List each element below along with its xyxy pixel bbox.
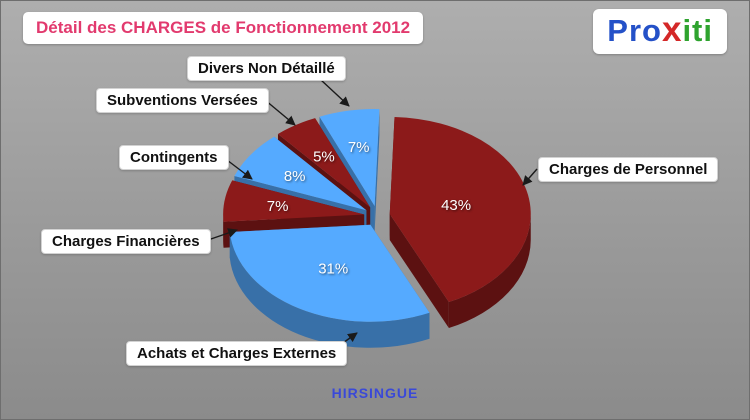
- pie-slice-top: [229, 224, 430, 322]
- proxiti-logo: Proxiti: [593, 9, 727, 54]
- pie-slice-radial-wall: [374, 109, 380, 233]
- percent-label: 43%: [441, 197, 471, 214]
- callout-charges-de-personnel: Charges de Personnel: [538, 157, 719, 182]
- pie-slice-top: [389, 117, 531, 303]
- commune-name: HIRSINGUE: [331, 385, 419, 401]
- callout-arrow: [320, 79, 350, 107]
- percent-label: 5%: [313, 149, 335, 166]
- percent-label: 7%: [267, 198, 289, 215]
- pie-slice-top: [319, 109, 380, 207]
- callout-contingents: Contingents: [119, 145, 229, 170]
- pie-slice-tops: [223, 109, 531, 322]
- logo-text-x: x: [661, 10, 683, 49]
- callout-arrow: [522, 168, 538, 186]
- callout-subventions-versees: Subventions Versées: [96, 88, 269, 113]
- percent-label: 8%: [284, 168, 306, 185]
- callout-arrow: [264, 99, 296, 126]
- callout-divers-non-detaille: Divers Non Détaillé: [187, 56, 346, 81]
- callout-arrow: [207, 228, 238, 241]
- pie-slice-top: [277, 118, 371, 208]
- pie-slice-radial-wall: [389, 213, 449, 329]
- pie-slice-rim-wall: [229, 231, 430, 348]
- chart-title: Détail des CHARGES de Fonctionnement 201…: [23, 12, 424, 44]
- pie-slice-top: [223, 180, 365, 222]
- percent-label: 7%: [348, 139, 370, 156]
- logo-text-pro: Pro: [607, 13, 662, 48]
- pie-percent-labels: 7% 43% 31% 7% 8% 5%: [267, 139, 471, 277]
- logo-text-iti: iti: [682, 13, 713, 48]
- percent-label: 31%: [318, 260, 348, 277]
- callout-charges-financieres: Charges Financières: [41, 229, 211, 254]
- pie-slice-top: [234, 136, 367, 211]
- callout-arrows: [207, 79, 538, 351]
- pie-slice-rim-wall: [448, 213, 531, 329]
- callout-achats-et-charges-externes: Achats et Charges Externes: [126, 341, 348, 366]
